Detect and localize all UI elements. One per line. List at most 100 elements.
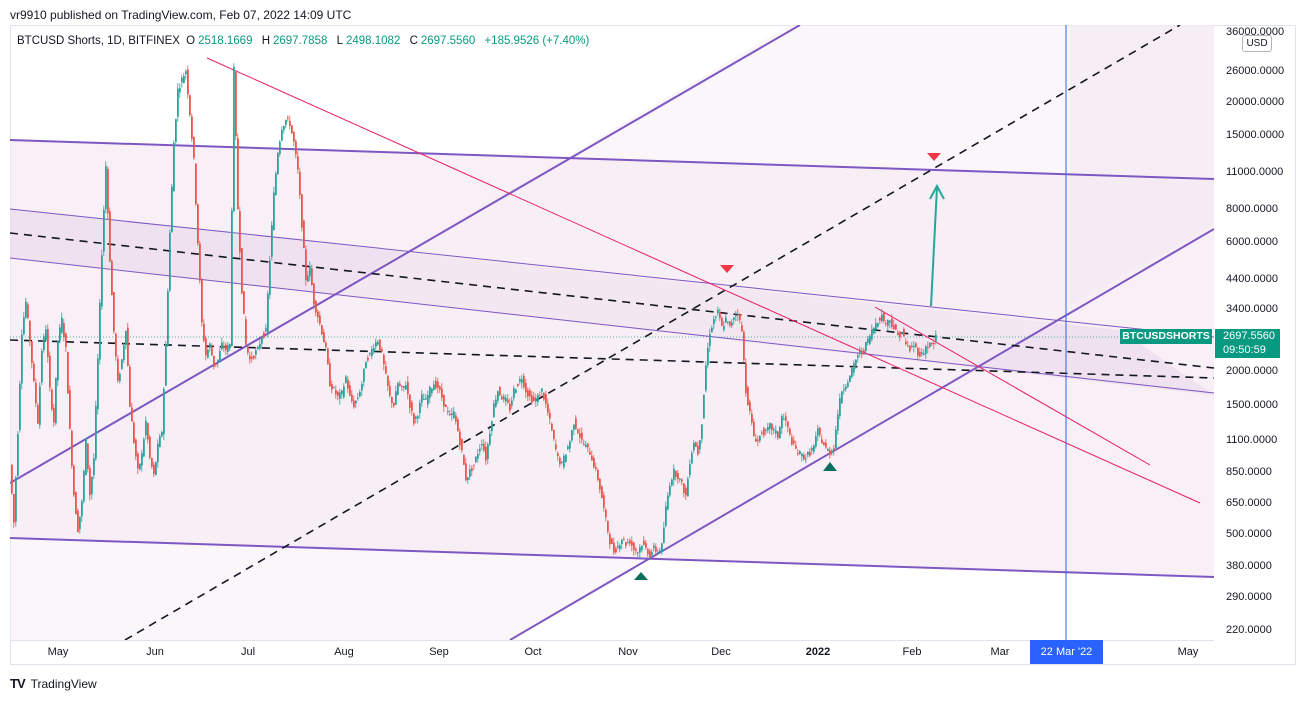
candle-body	[37, 405, 39, 424]
channel-top-line[interactable]	[10, 139, 1214, 180]
candle-body	[399, 383, 401, 386]
ohlc-legend[interactable]: BTCUSD Shorts, 1D, BITFINEX O 2518.1669 H…	[17, 35, 592, 47]
candle-body	[511, 400, 513, 406]
rising-channel-lower-line[interactable]	[509, 228, 1214, 640]
candle-body	[777, 431, 779, 438]
candle-body	[643, 540, 645, 545]
red-trendline-short[interactable]	[874, 306, 1151, 466]
candle-body	[801, 453, 803, 457]
candle-body	[535, 398, 537, 402]
candle-body	[773, 429, 775, 431]
candle-body	[919, 351, 921, 357]
candle-body	[141, 453, 143, 466]
candle-body	[457, 419, 459, 432]
candle-body	[223, 346, 225, 349]
candle-body	[591, 455, 593, 461]
candle-body	[173, 142, 175, 192]
open-label: O 2518.1669	[186, 35, 253, 47]
candle-body	[701, 424, 703, 439]
candle-body	[519, 379, 521, 382]
candle-body	[797, 453, 799, 455]
candle-body	[619, 545, 621, 550]
candle-body	[631, 541, 633, 546]
candle-body	[123, 345, 125, 360]
candle-body	[789, 428, 791, 435]
candle-body	[779, 427, 781, 439]
tradingview-logo[interactable]: TV TradingView	[10, 676, 97, 691]
candle-body	[679, 478, 681, 480]
candle-body	[547, 403, 549, 413]
candle-body	[205, 338, 207, 356]
inner-channel-upper-line[interactable]	[10, 208, 1214, 338]
candle-body	[495, 399, 497, 407]
candle-body	[99, 302, 101, 360]
candle-body	[91, 476, 93, 495]
candle-body	[315, 300, 317, 313]
time-axis[interactable]: May Jun Jul Aug Sep Oct Nov Dec 2022 Feb Mar May	[10, 640, 1214, 666]
candle-body	[67, 352, 69, 394]
candle-body	[651, 552, 653, 556]
rising-channel-upper-line[interactable]	[10, 25, 801, 484]
price-axis[interactable]: 36000.0000 26000.0000 20000.0000 15000.0000…	[1214, 25, 1296, 640]
candle-body	[305, 249, 307, 281]
candle-body	[655, 546, 657, 552]
candle-body	[849, 375, 851, 382]
candle-body	[459, 431, 461, 446]
candle-body	[487, 444, 489, 460]
candle-body	[811, 447, 813, 451]
candle-body	[581, 432, 583, 440]
candle-body	[927, 347, 929, 349]
projection-arrow-head	[929, 183, 945, 200]
candle-body	[303, 220, 305, 248]
candle-body	[163, 388, 165, 435]
symbol-info[interactable]: BTCUSD Shorts, 1D, BITFINEX	[17, 35, 180, 47]
candle-body	[661, 543, 663, 552]
candle-body	[721, 318, 723, 326]
candle-body	[257, 346, 259, 349]
candle-body	[803, 454, 805, 460]
candle-body	[793, 440, 795, 444]
candle-body	[203, 323, 205, 341]
chart-canvas[interactable]	[10, 25, 1214, 640]
candle-body	[279, 141, 281, 154]
candle-body	[659, 550, 661, 552]
inner-channel-lower-line[interactable]	[10, 257, 1214, 394]
channel-bottom-line[interactable]	[10, 537, 1214, 578]
candle-body	[39, 386, 41, 425]
candle-body	[865, 341, 867, 352]
candle-body	[697, 445, 699, 455]
currency-button[interactable]: USD	[1242, 35, 1272, 52]
red-trendline-long[interactable]	[206, 57, 1201, 504]
candle-body	[169, 232, 171, 291]
candle-body	[823, 442, 825, 446]
candle-body	[893, 325, 895, 330]
candle-body	[595, 466, 597, 469]
candle-body	[283, 125, 285, 131]
candle-body	[593, 457, 595, 468]
candle-body	[47, 329, 49, 357]
candle-body	[129, 366, 131, 407]
bar-countdown: 09:50:59	[1223, 344, 1266, 356]
candle-body	[709, 333, 711, 347]
candle-body	[693, 442, 695, 451]
time-tick-label: May	[1177, 646, 1199, 658]
candle-body	[913, 345, 915, 348]
candle-body	[597, 470, 599, 480]
candle-body	[369, 352, 371, 355]
candle-body	[161, 432, 163, 437]
projection-arrow[interactable]	[930, 186, 938, 307]
candle-body	[561, 461, 563, 463]
candle-body	[663, 527, 665, 543]
publish-info: vr9910 published on TradingView.com, Feb…	[10, 8, 352, 22]
candle-body	[613, 542, 615, 553]
dashed-upper-midline[interactable]	[10, 232, 1214, 369]
candle-body	[245, 319, 247, 345]
candle-body	[219, 350, 221, 361]
dashed-rising-midline[interactable]	[124, 25, 1181, 640]
candle-body	[471, 468, 473, 471]
candle-body	[833, 448, 835, 450]
candle-body	[57, 340, 59, 381]
candle-body	[759, 435, 761, 441]
candle-body	[87, 443, 89, 470]
price-tick-label: 290.0000	[1226, 591, 1272, 603]
